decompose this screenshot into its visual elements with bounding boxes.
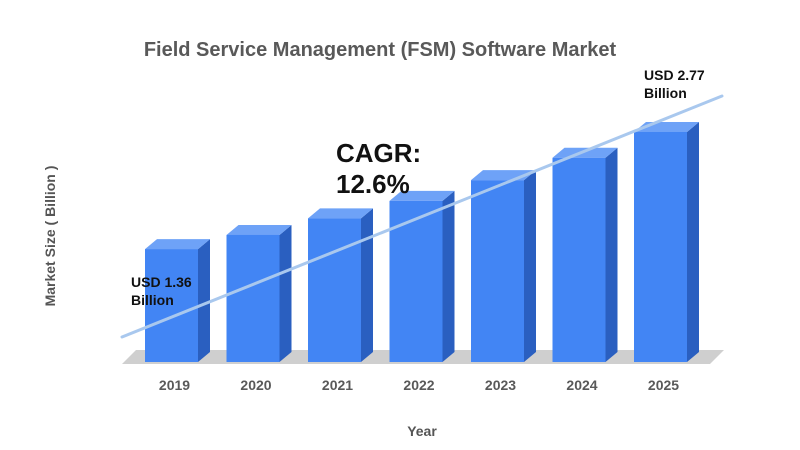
- bar-2023: [471, 170, 536, 362]
- bar-2019: [145, 239, 210, 362]
- bar-side-2020: [279, 224, 292, 362]
- end-value-annotation-line2: Billion: [644, 85, 687, 101]
- bar-front-2019: [145, 249, 198, 362]
- cagr-value: 12.6%: [336, 169, 410, 199]
- bar-2025: [634, 122, 699, 362]
- bar-top-2024: [552, 147, 618, 158]
- x-tick-labels: 2019 2020 2021 2022 2023 2024 2025: [159, 377, 679, 393]
- bars-group: [145, 122, 699, 362]
- bar-side-2021: [361, 208, 373, 362]
- x-tick-label-2023: 2023: [485, 377, 516, 393]
- bar-front-2021: [308, 218, 361, 362]
- x-tick-label-2020: 2020: [240, 377, 271, 393]
- bar-front-2022: [389, 200, 443, 362]
- bar-front-2023: [471, 180, 524, 362]
- x-tick-label-2019: 2019: [159, 377, 190, 393]
- start-value-annotation-line2: Billion: [131, 292, 174, 308]
- bar-front-2024: [552, 157, 606, 362]
- x-tick-label-2024: 2024: [566, 377, 597, 393]
- x-axis-label: Year: [407, 423, 437, 439]
- bar-2021: [308, 208, 373, 362]
- bar-side-2025: [687, 122, 699, 362]
- bar-side-2024: [605, 147, 618, 362]
- bar-2024: [552, 147, 618, 362]
- cagr-label: CAGR:: [336, 138, 421, 168]
- x-tick-label-2025: 2025: [648, 377, 679, 393]
- bar-top-2021: [308, 208, 373, 219]
- x-tick-label-2022: 2022: [403, 377, 434, 393]
- bar-front-2020: [226, 234, 280, 362]
- bar-side-2019: [198, 239, 210, 362]
- bar-top-2022: [389, 190, 455, 201]
- trend-line: [120, 94, 724, 339]
- bar-2022: [389, 190, 455, 362]
- bar-2020: [226, 224, 292, 362]
- y-axis-label: Market Size ( Billion ): [42, 166, 58, 307]
- chart-title: Field Service Management (FSM) Software …: [144, 39, 617, 61]
- bar-side-2023: [524, 170, 536, 362]
- bar-front-2025: [634, 132, 687, 362]
- x-tick-label-2021: 2021: [322, 377, 353, 393]
- bar-top-2020: [226, 224, 292, 235]
- bar-side-2022: [442, 190, 455, 362]
- end-value-annotation-line1: USD 2.77: [644, 67, 705, 83]
- start-value-annotation-line1: USD 1.36: [131, 274, 192, 290]
- bar-top-2019: [145, 239, 210, 250]
